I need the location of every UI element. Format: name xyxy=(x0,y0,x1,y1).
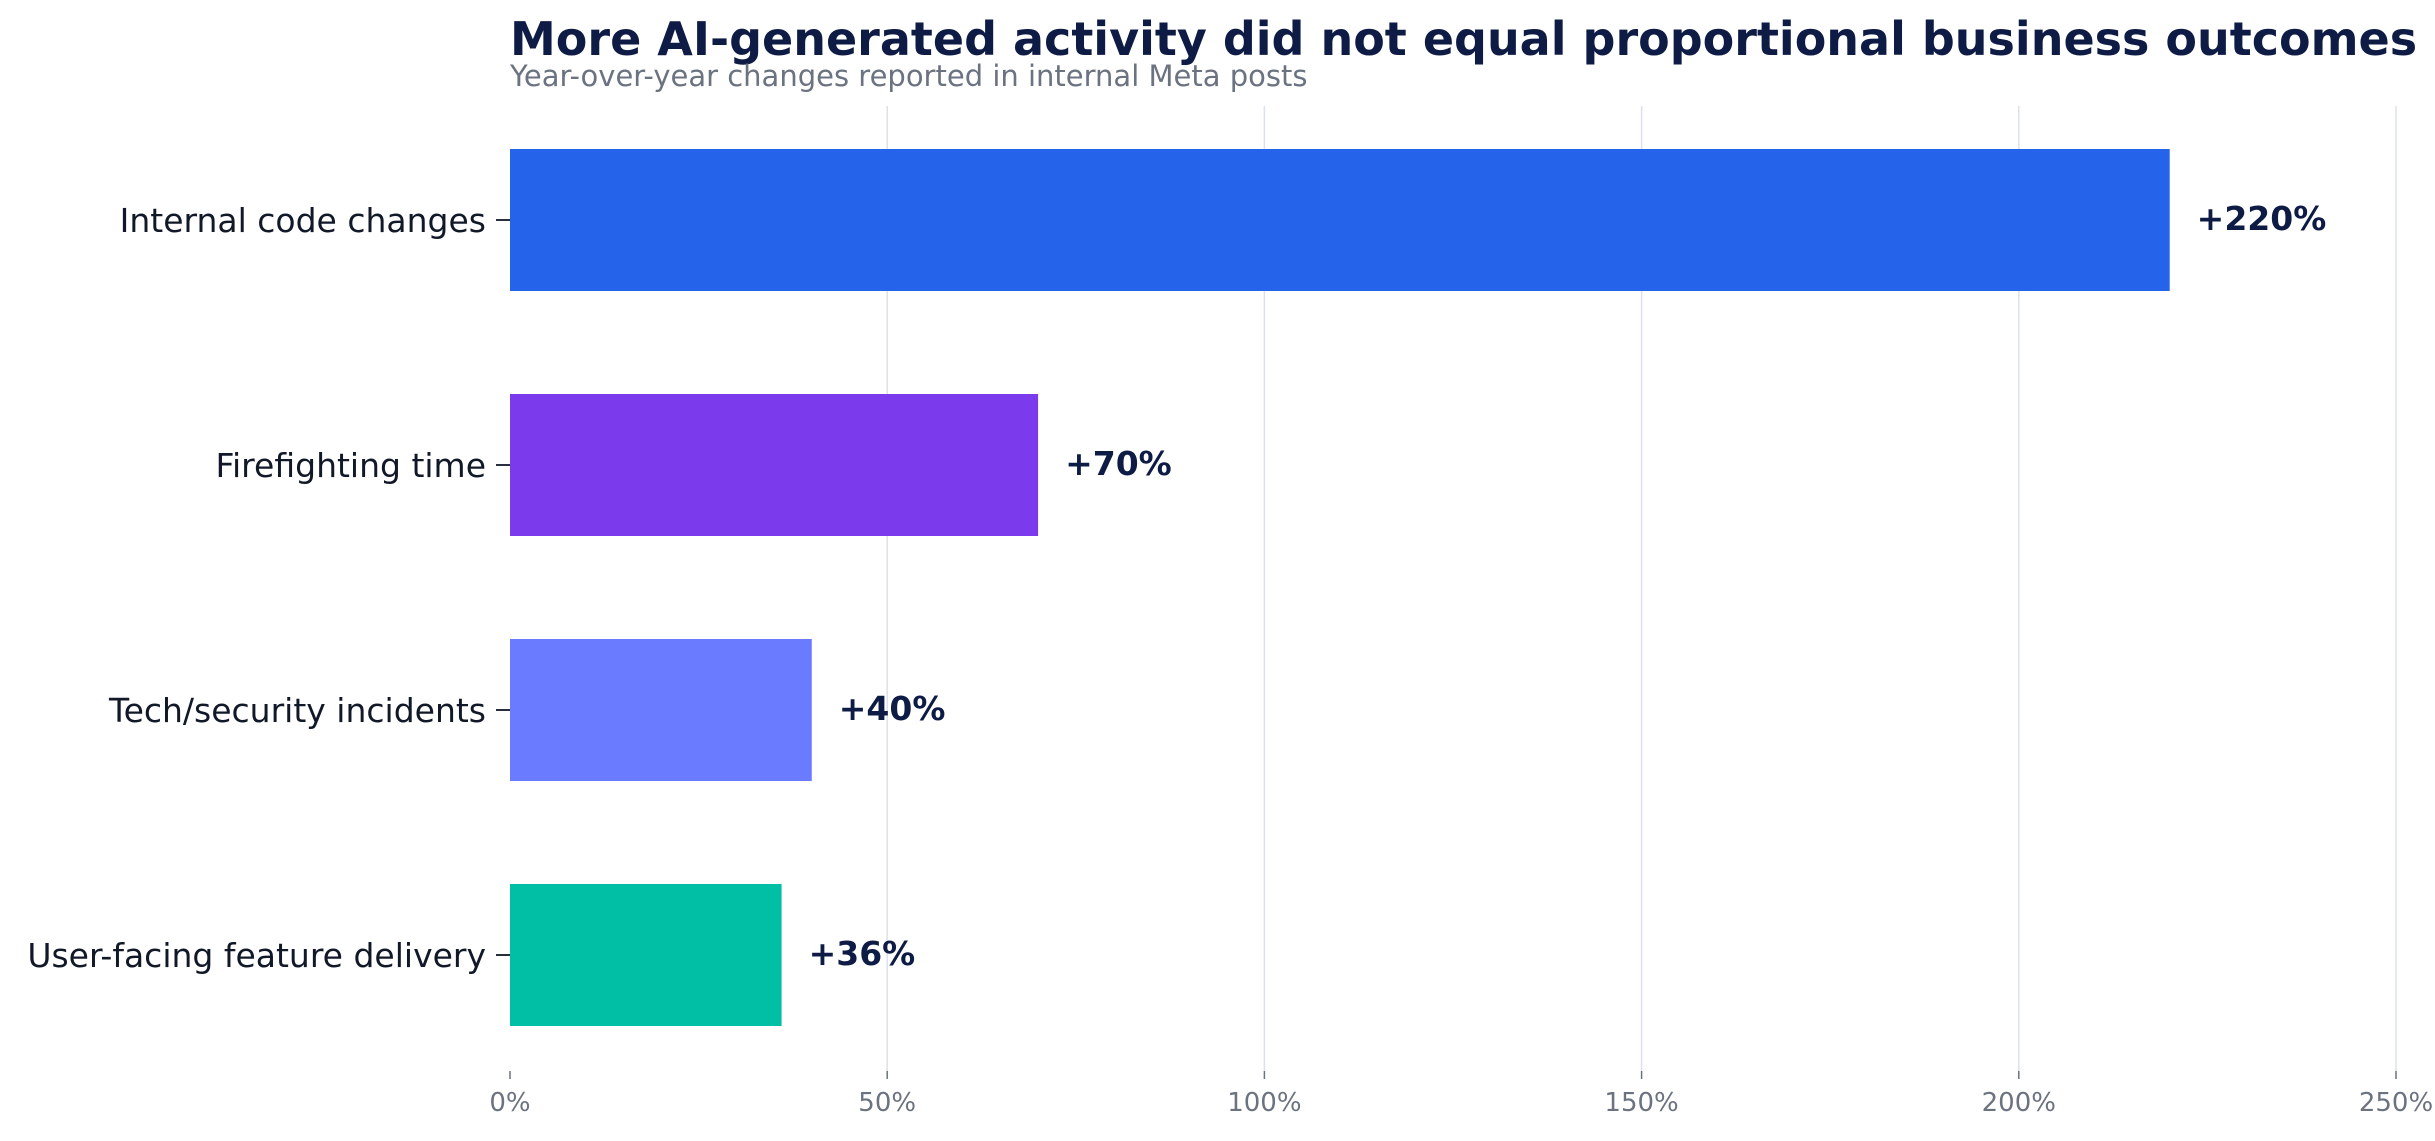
category-label: User-facing feature delivery xyxy=(27,936,486,975)
bar xyxy=(510,149,2170,291)
x-tick-label: 0% xyxy=(489,1088,530,1118)
data-label: +220% xyxy=(2197,199,2327,238)
x-tick-label: 50% xyxy=(858,1088,916,1118)
data-labels: +220% +70% +40% +36% xyxy=(809,199,2327,973)
chart-subtitle: Year-over-year changes reported in inter… xyxy=(509,59,1307,93)
category-labels: Internal code changes Firefighting time Te… xyxy=(27,201,510,975)
x-axis-ticks: 0% 50% 100% 150% 200% 250% xyxy=(489,1071,2433,1118)
data-label: +36% xyxy=(809,934,916,973)
bars xyxy=(510,149,2170,1026)
chart-title: More AI-generated activity did not equal… xyxy=(510,12,2417,66)
x-tick-label: 150% xyxy=(1604,1088,1678,1118)
bar xyxy=(510,639,812,781)
bar xyxy=(510,394,1039,536)
data-label: +40% xyxy=(839,689,946,728)
category-label: Firefighting time xyxy=(215,446,486,485)
x-tick-label: 200% xyxy=(1982,1088,2056,1118)
data-label: +70% xyxy=(1065,444,1172,483)
category-label: Tech/security incidents xyxy=(108,691,486,730)
x-tick-label: 250% xyxy=(2359,1088,2433,1118)
x-tick-label: 100% xyxy=(1227,1088,1301,1118)
category-label: Internal code changes xyxy=(120,201,486,240)
bar xyxy=(510,884,782,1026)
